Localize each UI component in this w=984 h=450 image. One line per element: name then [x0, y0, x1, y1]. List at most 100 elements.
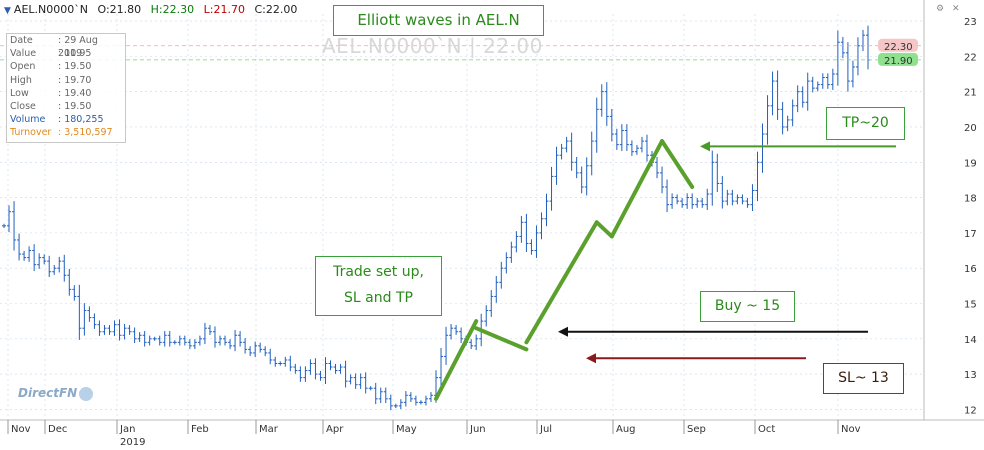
ohlc-bar — [152, 336, 157, 341]
ohlc-bar — [42, 254, 47, 265]
ohlc-bar — [52, 265, 57, 275]
ohlc-bar — [268, 348, 273, 365]
high-price-badge — [878, 38, 918, 52]
settings-gear-icon[interactable]: ⚙ — [936, 4, 945, 14]
ohlc-bar — [855, 37, 860, 76]
ohlc-bar — [750, 184, 755, 211]
y-tick-label: 23 — [964, 17, 977, 28]
ohlc-bar — [318, 370, 323, 381]
ohlc-bar — [559, 143, 564, 160]
ohlc-bar — [484, 305, 489, 327]
ohlc-bar — [785, 115, 790, 132]
ohlc-bar — [197, 335, 202, 346]
ohlc-bar — [187, 339, 192, 350]
ohlc-bar — [303, 366, 308, 382]
ohlc-bar — [62, 254, 67, 282]
trade-setup-box: Trade set up, SL and TP — [315, 256, 442, 316]
elliott-wave-leg — [474, 326, 529, 352]
y-tick-label: 21 — [964, 88, 977, 99]
y-tick-label: 18 — [964, 194, 977, 205]
annotation-overlay — [434, 139, 896, 401]
ohlc-bar — [288, 355, 293, 372]
ohlc-bar — [504, 252, 509, 274]
ohlc-bar — [700, 197, 705, 208]
expand-arrow-icon[interactable]: ▼ — [4, 6, 11, 16]
ohlc-bar — [7, 205, 12, 233]
ohlc-bar — [428, 392, 433, 402]
ohlc-bar — [192, 339, 197, 350]
ohlc-bar — [112, 320, 117, 336]
ohlc-bar — [524, 213, 529, 252]
arrow-head — [558, 326, 568, 337]
ohlc-bar — [388, 394, 393, 411]
ohlc-bar — [233, 329, 238, 352]
low-value: L:21.70 — [203, 3, 245, 16]
ohlc-bar — [328, 360, 333, 371]
data-window-row: Date: 29 Aug 2019 — [7, 34, 125, 60]
ohlc-bar — [710, 150, 715, 206]
ohlc-bar — [27, 246, 32, 262]
high-value: H:22.30 — [150, 3, 195, 16]
trade-setup-line1: Trade set up, — [333, 264, 424, 280]
ohlc-bar — [157, 335, 162, 346]
ohlc-bar — [373, 382, 378, 405]
ohlc-bar — [2, 223, 6, 228]
ohlc-bar — [97, 320, 102, 336]
close-icon[interactable]: ✕ — [952, 4, 960, 14]
ohlc-bar — [258, 342, 263, 353]
y-tick-label: 19 — [964, 158, 977, 169]
data-window-value: : 29 Aug 2019 — [57, 35, 98, 60]
x-tick-label: Jan — [119, 424, 135, 435]
ohlc-bar — [182, 335, 187, 346]
ohlc-bar — [469, 339, 474, 350]
ohlc-bar — [127, 325, 132, 335]
ohlc-bar — [212, 326, 217, 348]
ohlc-bar — [102, 325, 107, 335]
ohlc-bar — [519, 215, 524, 243]
ohlc-bar — [147, 335, 152, 346]
ohlc-bar — [283, 356, 288, 367]
elliott-wave-leg — [594, 220, 614, 239]
ohlc-bar — [660, 166, 665, 194]
data-window-value: : 180,255 — [58, 114, 104, 126]
ohlc-bar — [599, 84, 604, 117]
ohlc-bar — [544, 193, 549, 227]
ohlc-bar — [800, 86, 805, 108]
ohlc-bar — [117, 319, 122, 341]
ohlc-bar — [810, 76, 815, 93]
ohlc-bar — [720, 176, 725, 209]
ohlc-bar — [17, 233, 22, 261]
ohlc-bar — [499, 261, 504, 289]
ohlc-bar — [745, 197, 750, 208]
close-value: C:22.00 — [254, 3, 298, 16]
ohlc-bar — [253, 341, 258, 358]
ohlc-bar — [815, 81, 820, 92]
ohlc-bar — [805, 72, 810, 111]
stop-loss-box: SL~ 13 — [823, 363, 904, 394]
ohlc-bar — [705, 188, 710, 210]
ohlc-bar — [162, 331, 167, 347]
ohlc-bar — [514, 231, 519, 253]
ohlc-bar — [795, 85, 800, 113]
ohlc-bar — [67, 268, 72, 296]
ohlc-bar — [348, 374, 353, 385]
ohlc-bar — [866, 25, 870, 70]
ohlc-bar — [403, 391, 408, 407]
high-price-label: 22.30 — [884, 42, 913, 53]
x-tick-label: Apr — [326, 424, 344, 435]
ohlc-bar — [398, 399, 403, 410]
ohlc-bar — [87, 306, 92, 322]
symbol-watermark: AEL.N0000`N | 22.00 — [322, 34, 543, 58]
data-window-row: Close: 19.50 — [7, 100, 125, 113]
y-tick-label: 14 — [964, 335, 977, 346]
ohlc-bar — [202, 322, 207, 345]
arrow-head — [586, 353, 596, 364]
ohlc-bar — [449, 323, 454, 340]
ohlc-bar — [393, 403, 398, 408]
x-tick-label: Aug — [616, 424, 636, 435]
ohlc-bar — [293, 363, 298, 374]
ohlc-bar — [539, 212, 544, 240]
ohlc-bar — [368, 386, 373, 391]
